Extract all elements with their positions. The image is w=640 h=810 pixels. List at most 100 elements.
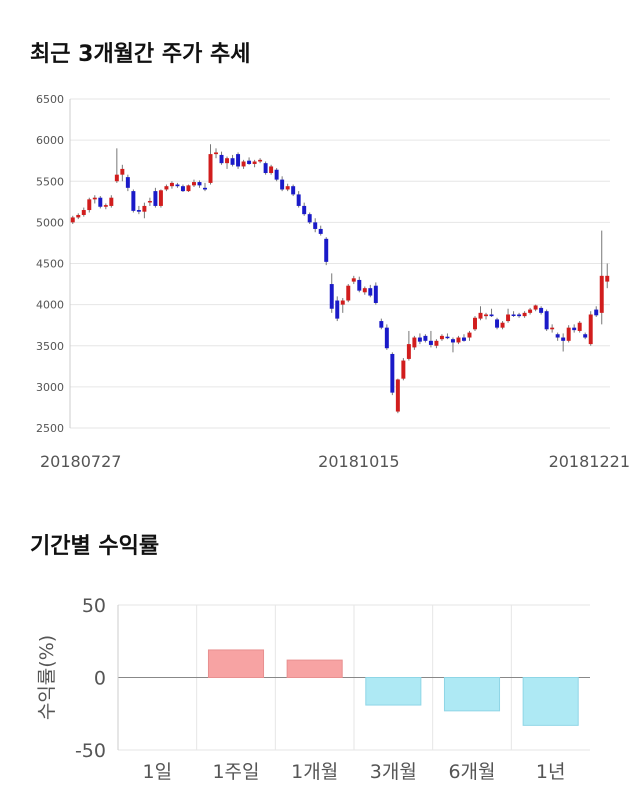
candle-down xyxy=(324,238,329,262)
candle-up xyxy=(566,327,571,341)
candle-up xyxy=(434,340,439,346)
candle-up xyxy=(473,317,477,330)
candle-down xyxy=(313,222,318,229)
candle-down xyxy=(296,194,301,206)
candle-up xyxy=(114,174,119,182)
candle-up xyxy=(92,197,97,200)
candle-down xyxy=(203,187,207,190)
candle-down xyxy=(247,160,252,164)
candle-down xyxy=(136,210,141,212)
x-tick-label: 1주일 xyxy=(212,761,259,783)
candle-up xyxy=(484,314,489,317)
y-tick-label: 6000 xyxy=(36,134,64,147)
return-bar xyxy=(286,659,343,678)
candle-down xyxy=(291,186,296,195)
candle-up xyxy=(285,186,290,190)
period-return-title: 기간별 수익률 xyxy=(30,534,160,559)
candle-up xyxy=(191,182,196,186)
stock-trend-title: 최근 3개월간 주가 추세 xyxy=(30,42,251,67)
candle-up xyxy=(533,305,538,310)
candle-up xyxy=(528,309,533,313)
x-tick-label: 20181221 xyxy=(549,452,630,471)
y-tick-label: 4000 xyxy=(36,299,64,312)
y-axis-label: 수익률(%) xyxy=(36,635,58,720)
candle-down xyxy=(153,191,158,206)
candle-up xyxy=(456,337,461,343)
candle-down xyxy=(511,314,516,316)
candle-up xyxy=(605,275,610,282)
candle-down xyxy=(302,205,307,215)
candle-down xyxy=(561,337,566,341)
y-tick-label: 0 xyxy=(94,668,106,690)
x-tick-label: 20181015 xyxy=(318,452,399,471)
y-tick-label: 3500 xyxy=(36,340,64,353)
candle-up xyxy=(252,161,257,164)
x-tick-label: 1개월 xyxy=(291,761,338,783)
candle-up xyxy=(550,327,555,330)
candle-up xyxy=(120,168,125,175)
candle-down xyxy=(555,334,560,338)
candle-down xyxy=(280,179,285,190)
candle-up xyxy=(169,182,174,187)
x-tick-label: 20180727 xyxy=(40,452,121,471)
candle-up xyxy=(340,300,345,305)
candle-down xyxy=(357,279,362,291)
candle-down xyxy=(544,311,549,330)
candle-down xyxy=(335,300,340,319)
candle-down xyxy=(373,285,378,303)
candle-down xyxy=(445,336,450,339)
candle-down xyxy=(307,214,312,223)
candle-up xyxy=(467,332,472,338)
candle-down xyxy=(384,327,389,349)
candle-up xyxy=(401,360,406,379)
candle-down xyxy=(175,184,180,187)
candle-down xyxy=(230,158,235,165)
candle-down xyxy=(263,163,268,174)
candle-up xyxy=(87,199,92,211)
candle-down xyxy=(423,335,428,341)
candle-up xyxy=(208,154,213,183)
x-tick-label: 6개월 xyxy=(448,761,495,783)
candle-down xyxy=(461,337,466,341)
candle-up xyxy=(362,288,367,293)
candle-down xyxy=(98,197,103,207)
candle-up xyxy=(225,158,230,164)
y-tick-label: -50 xyxy=(75,740,106,762)
candle-up xyxy=(412,337,417,348)
candle-down xyxy=(180,186,185,192)
candle-up xyxy=(164,186,169,190)
candle-up xyxy=(588,314,593,345)
x-tick-label: 3개월 xyxy=(370,761,417,783)
y-tick-label: 3000 xyxy=(36,381,64,394)
candle-down xyxy=(197,182,202,186)
candle-up xyxy=(599,275,604,313)
candle-up xyxy=(158,190,163,206)
candle-up xyxy=(406,344,411,359)
x-tick-label: 1일 xyxy=(143,761,173,783)
candle-up xyxy=(258,159,263,162)
return-bar xyxy=(443,677,501,712)
candle-down xyxy=(274,169,279,180)
candle-down xyxy=(368,288,373,296)
return-bar xyxy=(207,649,265,679)
candle-down xyxy=(428,340,433,345)
y-tick-label: 4500 xyxy=(36,258,64,271)
candle-down xyxy=(329,284,334,309)
candle-up xyxy=(109,197,114,206)
candle-up xyxy=(186,185,191,192)
candle-up xyxy=(439,335,444,340)
candle-down xyxy=(390,353,395,393)
return-bar xyxy=(365,677,422,706)
candle-up xyxy=(142,205,147,212)
candle-down xyxy=(219,154,224,164)
y-tick-label: 6500 xyxy=(36,93,64,106)
candle-down xyxy=(539,307,544,313)
candle-up xyxy=(346,285,351,301)
candle-down xyxy=(594,309,599,316)
candle-down xyxy=(379,321,384,328)
candle-down xyxy=(450,339,455,343)
return-bar xyxy=(522,677,579,726)
candle-up xyxy=(70,217,75,223)
candle-down xyxy=(489,314,494,317)
